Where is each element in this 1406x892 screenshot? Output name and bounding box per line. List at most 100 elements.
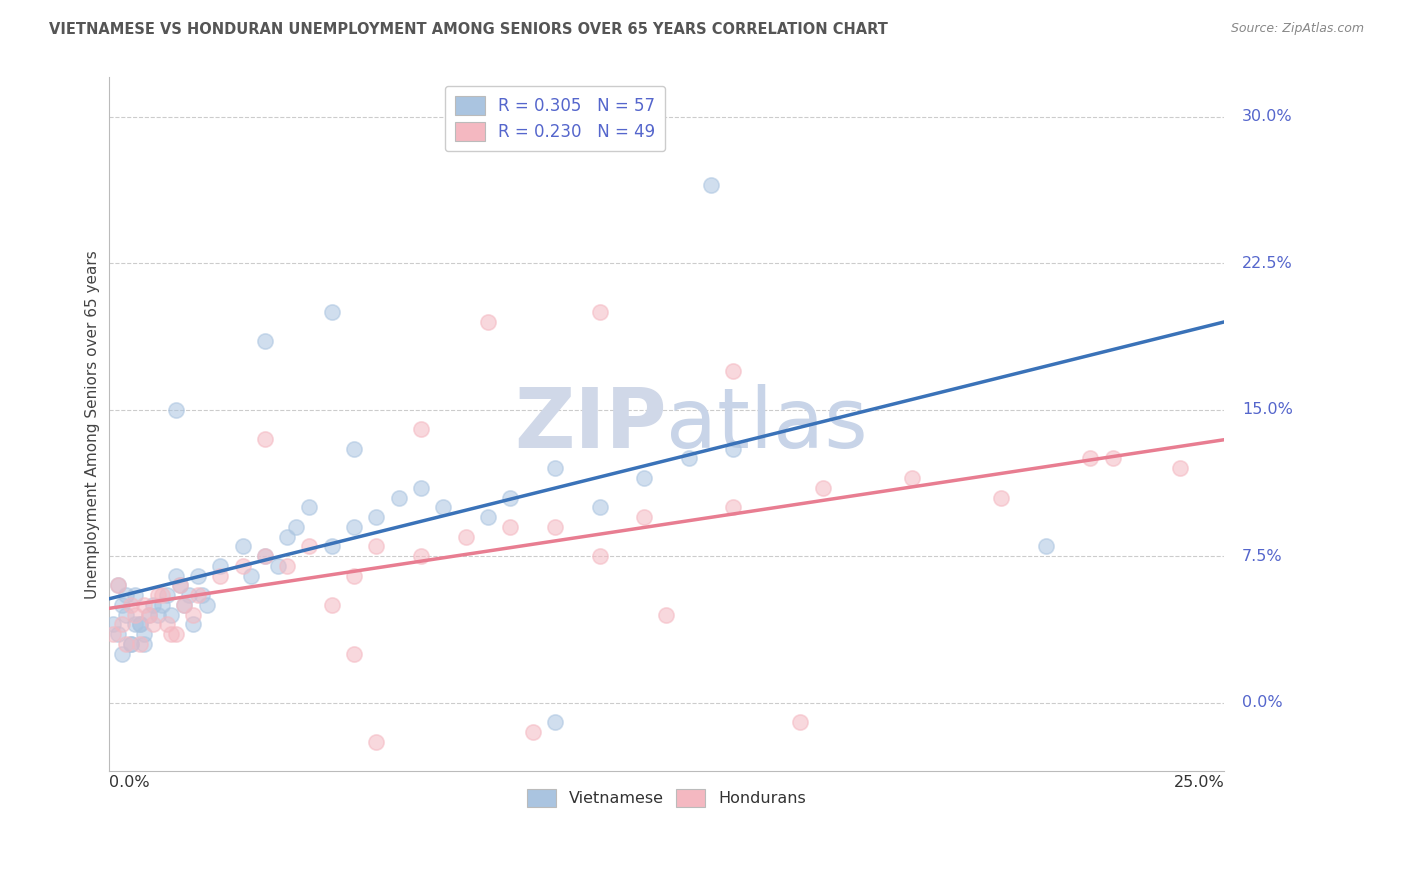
Point	[195, 598, 218, 612]
Point	[115, 588, 138, 602]
Text: 22.5%: 22.5%	[1241, 255, 1294, 270]
Point	[138, 607, 160, 622]
Point	[633, 471, 655, 485]
Point	[146, 607, 169, 622]
Point	[101, 627, 124, 641]
Point	[107, 578, 129, 592]
Point	[231, 558, 253, 573]
Text: atlas: atlas	[666, 384, 868, 465]
Point	[107, 578, 129, 592]
Point	[169, 578, 191, 592]
Point	[723, 363, 745, 377]
Point	[253, 334, 276, 349]
Point	[107, 627, 129, 641]
Legend: Vietnamese, Hondurans: Vietnamese, Hondurans	[519, 780, 814, 815]
Point	[276, 558, 298, 573]
Point	[111, 598, 134, 612]
Point	[811, 481, 834, 495]
Point	[134, 637, 156, 651]
Point	[522, 725, 544, 739]
Point	[544, 461, 567, 475]
Point	[1168, 461, 1191, 475]
Point	[588, 305, 610, 319]
Point	[321, 305, 343, 319]
Point	[588, 549, 610, 563]
Point	[187, 568, 209, 582]
Point	[124, 617, 146, 632]
Point	[150, 588, 173, 602]
Point	[1035, 539, 1057, 553]
Point	[160, 607, 183, 622]
Point	[150, 598, 173, 612]
Point	[409, 422, 432, 436]
Point	[165, 627, 187, 641]
Point	[477, 315, 499, 329]
Point	[432, 500, 454, 515]
Point	[388, 491, 411, 505]
Point	[253, 549, 276, 563]
Point	[678, 451, 700, 466]
Point	[253, 432, 276, 446]
Point	[111, 647, 134, 661]
Point	[165, 568, 187, 582]
Point	[209, 568, 232, 582]
Y-axis label: Unemployment Among Seniors over 65 years: Unemployment Among Seniors over 65 years	[86, 250, 100, 599]
Point	[285, 520, 308, 534]
Point	[173, 598, 195, 612]
Point	[142, 617, 165, 632]
Point	[588, 500, 610, 515]
Point	[298, 500, 321, 515]
Point	[700, 178, 723, 192]
Point	[298, 539, 321, 553]
Text: Source: ZipAtlas.com: Source: ZipAtlas.com	[1230, 22, 1364, 36]
Point	[990, 491, 1012, 505]
Text: 0.0%: 0.0%	[1241, 695, 1282, 710]
Point	[240, 568, 263, 582]
Point	[343, 442, 366, 456]
Point	[183, 617, 205, 632]
Text: 30.0%: 30.0%	[1241, 109, 1292, 124]
Point	[499, 520, 522, 534]
Point	[128, 617, 150, 632]
Point	[253, 549, 276, 563]
Point	[343, 520, 366, 534]
Point	[267, 558, 290, 573]
Text: 15.0%: 15.0%	[1241, 402, 1294, 417]
Text: VIETNAMESE VS HONDURAN UNEMPLOYMENT AMONG SENIORS OVER 65 YEARS CORRELATION CHAR: VIETNAMESE VS HONDURAN UNEMPLOYMENT AMON…	[49, 22, 889, 37]
Point	[409, 481, 432, 495]
Point	[160, 627, 183, 641]
Point	[115, 637, 138, 651]
Point	[111, 617, 134, 632]
Point	[128, 617, 150, 632]
Point	[321, 539, 343, 553]
Point	[124, 607, 146, 622]
Point	[120, 637, 142, 651]
Point	[1080, 451, 1102, 466]
Point	[156, 617, 179, 632]
Point	[454, 530, 477, 544]
Point	[165, 402, 187, 417]
Point	[366, 735, 388, 749]
Text: ZIP: ZIP	[515, 384, 666, 465]
Point	[544, 520, 567, 534]
Point	[366, 539, 388, 553]
Point	[477, 510, 499, 524]
Point	[366, 510, 388, 524]
Point	[321, 598, 343, 612]
Point	[134, 627, 156, 641]
Point	[173, 598, 195, 612]
Point	[138, 607, 160, 622]
Point	[169, 578, 191, 592]
Point	[191, 588, 214, 602]
Point	[723, 442, 745, 456]
Point	[101, 617, 124, 632]
Point	[499, 491, 522, 505]
Point	[128, 637, 150, 651]
Point	[343, 568, 366, 582]
Text: 7.5%: 7.5%	[1241, 549, 1282, 564]
Point	[723, 500, 745, 515]
Point	[146, 588, 169, 602]
Point	[134, 598, 156, 612]
Point	[115, 607, 138, 622]
Point	[409, 549, 432, 563]
